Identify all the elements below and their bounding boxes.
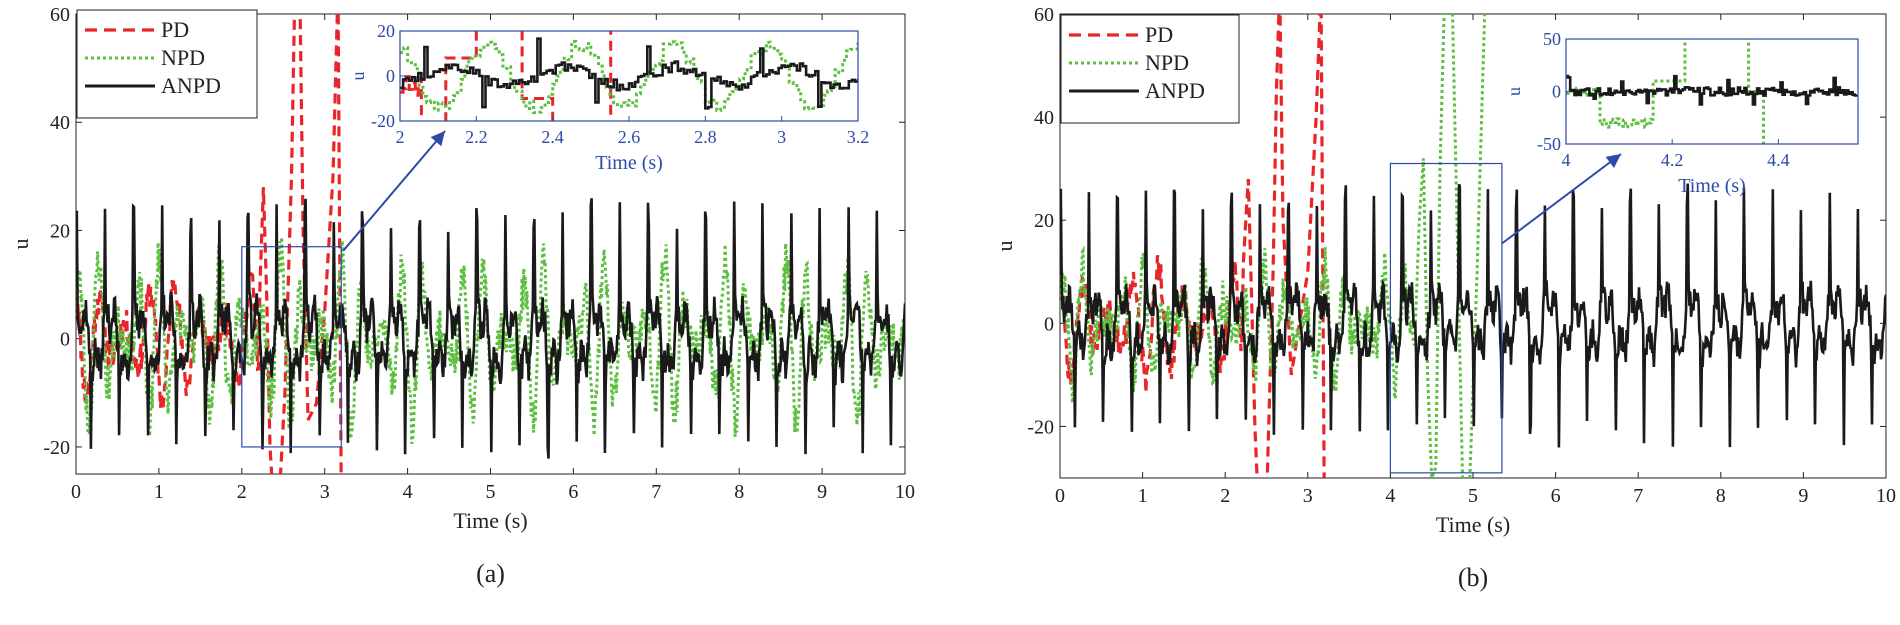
y-tick-label: 20	[1034, 210, 1054, 232]
x-tick-label: 5	[1468, 485, 1478, 507]
x-tick-label: 2	[237, 481, 247, 503]
inset-x-tick-label: 4	[1562, 150, 1571, 170]
legend-label-anpd: ANPD	[161, 73, 221, 98]
inset-x-axis-label: Time (s)	[1678, 175, 1746, 197]
x-axis-label: Time (s)	[1436, 512, 1510, 537]
x-tick-label: 10	[895, 481, 915, 503]
zoom-region-box	[1389, 162, 1503, 474]
x-tick-label: 8	[1716, 485, 1726, 507]
inset-x-axis-label: Time (s)	[595, 152, 663, 174]
x-tick-label: 1	[154, 481, 164, 503]
y-tick-label: 0	[1044, 313, 1054, 335]
legend: PD NPD ANPD	[76, 9, 258, 119]
inset-y-tick-label: 20	[377, 21, 395, 41]
inset-x-tick-label: 2	[396, 127, 405, 147]
x-tick-label: 4	[1385, 485, 1395, 507]
legend-label-npd: NPD	[1145, 50, 1189, 75]
legend: PD NPD ANPD	[1060, 14, 1240, 124]
zoom-arrowhead	[1605, 154, 1621, 169]
inset-x-tick-label: 2.6	[618, 127, 641, 147]
y-tick-label: 60	[1034, 4, 1054, 26]
inset-line-anpd	[400, 37, 858, 110]
y-tick-label: 40	[1034, 107, 1054, 129]
x-tick-label: 7	[651, 481, 661, 503]
x-axis-label: Time (s)	[453, 508, 527, 533]
zoom-arrow	[1501, 153, 1622, 245]
inset-chart: 4 4.2 4.4 -50 0 50 Time (s) u	[1504, 29, 1859, 197]
y-tick-label: 20	[50, 220, 70, 242]
legend-label-anpd: ANPD	[1145, 78, 1205, 103]
inset-line-anpd	[1566, 74, 1858, 106]
y-axis-label: u	[992, 241, 1017, 252]
legend-box	[76, 9, 258, 119]
inset-x-tick-label: 4.4	[1767, 150, 1790, 170]
x-tick-label: 0	[71, 481, 81, 503]
x-tick-label: 2	[1220, 485, 1230, 507]
inset-line-npd	[400, 40, 858, 115]
x-tick-label: 1	[1138, 485, 1148, 507]
inset-x-tick-label: 3	[777, 127, 786, 147]
inset-y-tick-label: 0	[386, 66, 395, 86]
legend-label-pd: PD	[1145, 22, 1173, 47]
inset-plot-area	[400, 31, 858, 121]
zoom-region-box	[241, 246, 342, 448]
inset-y-tick-label: 50	[1543, 29, 1561, 49]
x-tick-label: 4	[403, 481, 413, 503]
x-tick-label: 9	[817, 481, 827, 503]
y-tick-label: 40	[50, 112, 70, 134]
inset-x-tick-label: 2.8	[694, 127, 717, 147]
zoom-arrowhead	[430, 131, 445, 147]
inset-plot-area	[1566, 39, 1858, 144]
panel-caption: (b)	[1458, 563, 1488, 592]
inset-y-tick-label: 0	[1552, 82, 1561, 102]
legend-label-npd: NPD	[161, 45, 205, 70]
x-tick-label: 8	[734, 481, 744, 503]
inset-x-tick-label: 4.2	[1661, 150, 1684, 170]
zoom-arrow	[342, 130, 446, 252]
y-tick-label: -20	[43, 437, 70, 459]
y-tick-label: 60	[50, 4, 70, 26]
y-tick-label: 0	[60, 329, 70, 351]
inset-y-axis-label: u	[1504, 87, 1524, 96]
inset-chart: 2 2.2 2.4 2.6 2.8 3 3.2 -20 0 20 Time (s) u	[348, 21, 869, 174]
inset-x-tick-label: 3.2	[847, 127, 870, 147]
inset-x-tick-label: 2.2	[465, 127, 488, 147]
series-line-pd	[76, 14, 343, 474]
plot-area	[1060, 14, 1886, 478]
inset-x-tick-label: 2.4	[541, 127, 564, 147]
x-tick-label: 6	[1551, 485, 1561, 507]
legend-label-pd: PD	[161, 17, 189, 42]
x-tick-label: 3	[1303, 485, 1313, 507]
inset-y-tick-label: -50	[1537, 134, 1561, 154]
x-tick-label: 7	[1633, 485, 1643, 507]
x-tick-label: 3	[320, 481, 330, 503]
inset-y-axis-label: u	[348, 72, 368, 81]
series-line-anpd	[1060, 183, 1886, 448]
x-tick-label: 6	[568, 481, 578, 503]
x-tick-label: 0	[1055, 485, 1065, 507]
panel-caption: (a)	[476, 559, 505, 588]
series-line-anpd	[76, 198, 905, 459]
y-axis-label: u	[8, 239, 33, 250]
inset-y-tick-label: -20	[371, 111, 395, 131]
x-tick-label: 5	[486, 481, 496, 503]
x-tick-label: 10	[1876, 485, 1896, 507]
x-tick-label: 9	[1798, 485, 1808, 507]
y-tick-label: -20	[1027, 416, 1054, 438]
plot-area	[76, 14, 905, 474]
legend-box	[1060, 14, 1240, 124]
